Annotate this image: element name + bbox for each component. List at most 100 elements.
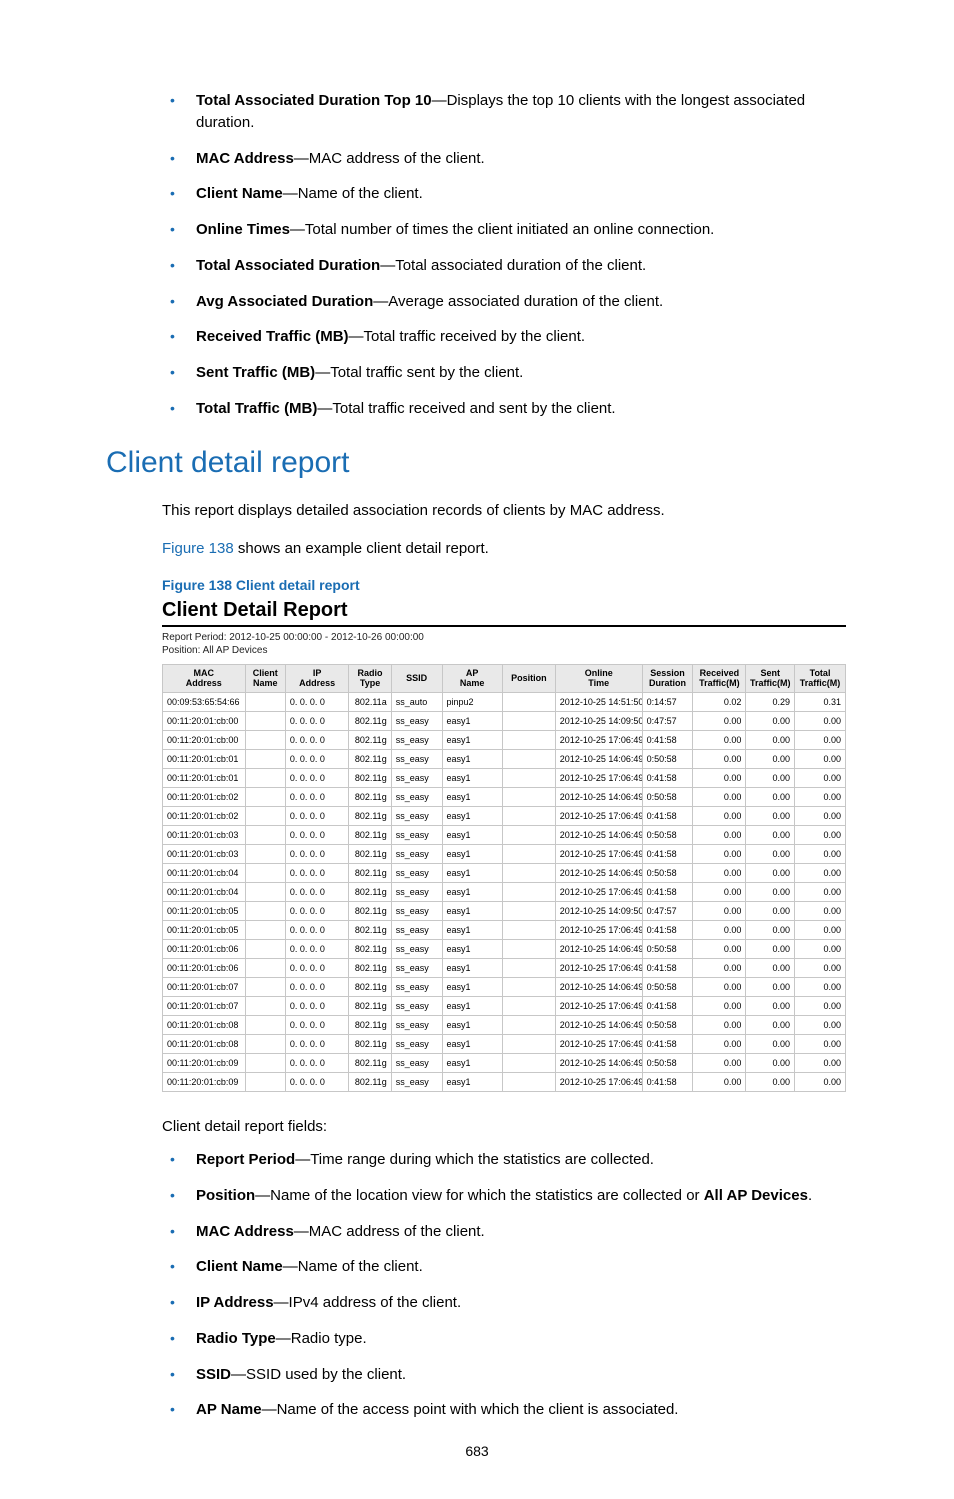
table-row: 00:11:20:01:cb:040. 0. 0. 0802.11gss_eas… — [163, 864, 846, 883]
report-rule — [162, 625, 846, 627]
table-cell: 0.00 — [795, 807, 846, 826]
table-cell — [502, 902, 555, 921]
table-cell: easy1 — [442, 826, 502, 845]
table-header-cell: ReceivedTraffic(M) — [693, 664, 746, 693]
table-cell: 2012-10-25 17:06:49 — [555, 1073, 642, 1092]
table-cell: 0.00 — [795, 883, 846, 902]
table-cell: 0.00 — [746, 997, 795, 1016]
table-cell: 0.02 — [693, 693, 746, 712]
table-cell: 802.11g — [349, 807, 391, 826]
table-cell: 0:41:58 — [642, 1073, 693, 1092]
field-item: Report Period—Time range during which th… — [162, 1149, 846, 1171]
figure-caption: Figure 138 Client detail report — [162, 577, 846, 593]
table-header-cell: RadioType — [349, 664, 391, 693]
table-cell: easy1 — [442, 1035, 502, 1054]
table-cell: easy1 — [442, 1073, 502, 1092]
table-cell — [502, 1016, 555, 1035]
table-cell: 0.00 — [693, 1035, 746, 1054]
table-cell: 0.00 — [746, 1054, 795, 1073]
page-number: 683 — [108, 1443, 846, 1459]
table-row: 00:11:20:01:cb:050. 0. 0. 0802.11gss_eas… — [163, 902, 846, 921]
table-cell: 0:50:58 — [642, 750, 693, 769]
table-cell: 0:41:58 — [642, 959, 693, 978]
table-cell: 0. 0. 0. 0 — [285, 864, 349, 883]
table-cell: 0. 0. 0. 0 — [285, 940, 349, 959]
table-cell — [245, 845, 285, 864]
table-cell — [245, 883, 285, 902]
field-item: Received Traffic (MB)—Total traffic rece… — [162, 326, 846, 348]
report-figure: Client Detail Report Report Period: 2012… — [162, 599, 846, 1093]
table-cell: 00:11:20:01:cb:05 — [163, 902, 246, 921]
table-row: 00:11:20:01:cb:000. 0. 0. 0802.11gss_eas… — [163, 731, 846, 750]
table-cell — [245, 693, 285, 712]
table-cell: 0:50:58 — [642, 788, 693, 807]
fields-intro: Client detail report fields: — [162, 1118, 846, 1135]
table-cell: ss_easy — [391, 731, 442, 750]
field-item: Client Name—Name of the client. — [162, 1256, 846, 1278]
table-cell: 0:41:58 — [642, 921, 693, 940]
table-header-cell: OnlineTime — [555, 664, 642, 693]
field-item: Position—Name of the location view for w… — [162, 1185, 846, 1207]
table-cell: 0.00 — [693, 826, 746, 845]
table-cell — [245, 1054, 285, 1073]
table-cell: 0:41:58 — [642, 1035, 693, 1054]
field-item: Client Name—Name of the client. — [162, 183, 846, 205]
field-term: Report Period — [196, 1151, 295, 1168]
table-cell — [502, 750, 555, 769]
table-cell: 00:09:53:65:54:66 — [163, 693, 246, 712]
figure-link[interactable]: Figure 138 — [162, 540, 234, 557]
table-cell: pinpu2 — [442, 693, 502, 712]
table-cell: 0.00 — [746, 731, 795, 750]
table-cell: 2012-10-25 14:51:50 — [555, 693, 642, 712]
table-cell: 802.11g — [349, 1073, 391, 1092]
table-cell: 00:11:20:01:cb:03 — [163, 826, 246, 845]
table-cell: 0.00 — [693, 997, 746, 1016]
table-cell: 0. 0. 0. 0 — [285, 712, 349, 731]
table-cell: ss_easy — [391, 883, 442, 902]
figure-reference: Figure 138 shows an example client detai… — [162, 538, 846, 561]
table-row: 00:11:20:01:cb:010. 0. 0. 0802.11gss_eas… — [163, 750, 846, 769]
field-term: MAC Address — [196, 150, 294, 167]
table-cell: 0.00 — [795, 940, 846, 959]
table-row: 00:11:20:01:cb:070. 0. 0. 0802.11gss_eas… — [163, 978, 846, 997]
table-cell: 0:50:58 — [642, 864, 693, 883]
table-cell — [245, 902, 285, 921]
field-item: MAC Address—MAC address of the client. — [162, 148, 846, 170]
table-cell: 00:11:20:01:cb:07 — [163, 997, 246, 1016]
table-row: 00:11:20:01:cb:030. 0. 0. 0802.11gss_eas… — [163, 826, 846, 845]
report-table: MACAddressClientNameIPAddressRadioTypeSS… — [162, 664, 846, 1093]
table-cell — [245, 826, 285, 845]
table-cell: 0.00 — [693, 978, 746, 997]
table-cell — [502, 1035, 555, 1054]
table-row: 00:11:20:01:cb:060. 0. 0. 0802.11gss_eas… — [163, 959, 846, 978]
table-cell: 2012-10-25 14:09:50 — [555, 712, 642, 731]
table-cell: 0.00 — [795, 1016, 846, 1035]
table-cell: 00:11:20:01:cb:07 — [163, 978, 246, 997]
table-cell: 0.00 — [746, 978, 795, 997]
field-term: Total Associated Duration Top 10 — [196, 92, 432, 109]
table-row: 00:11:20:01:cb:040. 0. 0. 0802.11gss_eas… — [163, 883, 846, 902]
table-cell: easy1 — [442, 959, 502, 978]
table-cell: 0.00 — [693, 807, 746, 826]
table-cell: easy1 — [442, 1016, 502, 1035]
table-cell: easy1 — [442, 921, 502, 940]
table-cell: 00:11:20:01:cb:08 — [163, 1035, 246, 1054]
table-cell: 0.00 — [693, 902, 746, 921]
field-desc: —Total traffic received and sent by the … — [317, 400, 615, 417]
table-cell: 0.00 — [746, 902, 795, 921]
field-term: Sent Traffic (MB) — [196, 364, 315, 381]
table-cell — [245, 997, 285, 1016]
table-cell — [245, 959, 285, 978]
field-term: Avg Associated Duration — [196, 293, 373, 310]
field-term: Radio Type — [196, 1330, 276, 1347]
table-cell — [502, 769, 555, 788]
table-cell: easy1 — [442, 788, 502, 807]
table-cell: ss_easy — [391, 1035, 442, 1054]
table-cell: 0.00 — [746, 750, 795, 769]
field-item: SSID—SSID used by the client. — [162, 1364, 846, 1386]
table-cell: 00:11:20:01:cb:05 — [163, 921, 246, 940]
table-cell: 2012-10-25 14:06:49 — [555, 978, 642, 997]
table-cell: 0. 0. 0. 0 — [285, 959, 349, 978]
report-position: All AP Devices — [203, 645, 268, 656]
field-item: Total Traffic (MB)—Total traffic receive… — [162, 398, 846, 420]
